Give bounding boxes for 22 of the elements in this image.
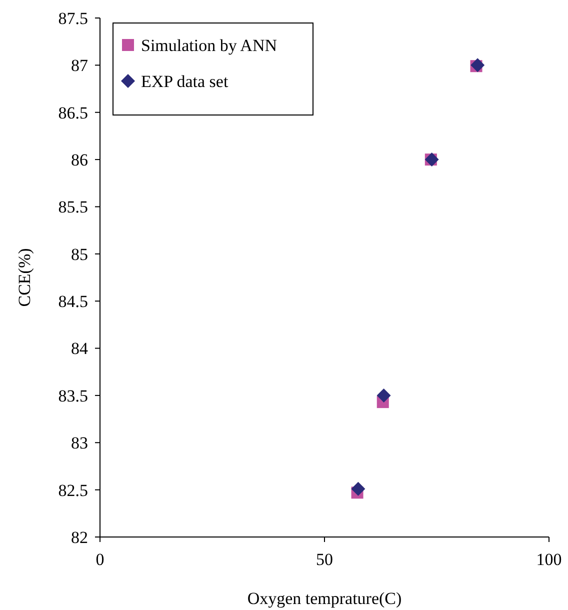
point: [376, 388, 391, 402]
y-tick-label: 87.5: [58, 8, 88, 28]
x-axis-title: Oxygen temprature(C): [247, 589, 402, 608]
legend-label: EXP data set: [141, 72, 228, 91]
y-tick-label: 85: [71, 244, 88, 264]
x-tick-label: 50: [316, 550, 333, 569]
y-tick-label: 82.5: [58, 480, 88, 500]
y-tick-label: 82: [71, 528, 88, 547]
y-tick-label: 83.5: [58, 386, 88, 406]
x-tick-label: 100: [536, 550, 562, 569]
y-tick-label: 87: [71, 56, 88, 76]
y-tick-label: 85.5: [58, 198, 88, 217]
point: [351, 482, 366, 496]
y-tick-label: 84.5: [58, 292, 88, 312]
x-tick-label: 0: [96, 550, 104, 569]
y-tick-label: 83: [71, 434, 88, 453]
point: [470, 58, 485, 72]
y-tick-label: 84: [71, 339, 88, 358]
y-tick-label: 86.5: [58, 103, 88, 122]
y-tick-label: 86: [71, 150, 88, 170]
legend-label: Simulation by ANN: [141, 36, 278, 55]
y-axis-title: CCE(%): [15, 248, 34, 307]
